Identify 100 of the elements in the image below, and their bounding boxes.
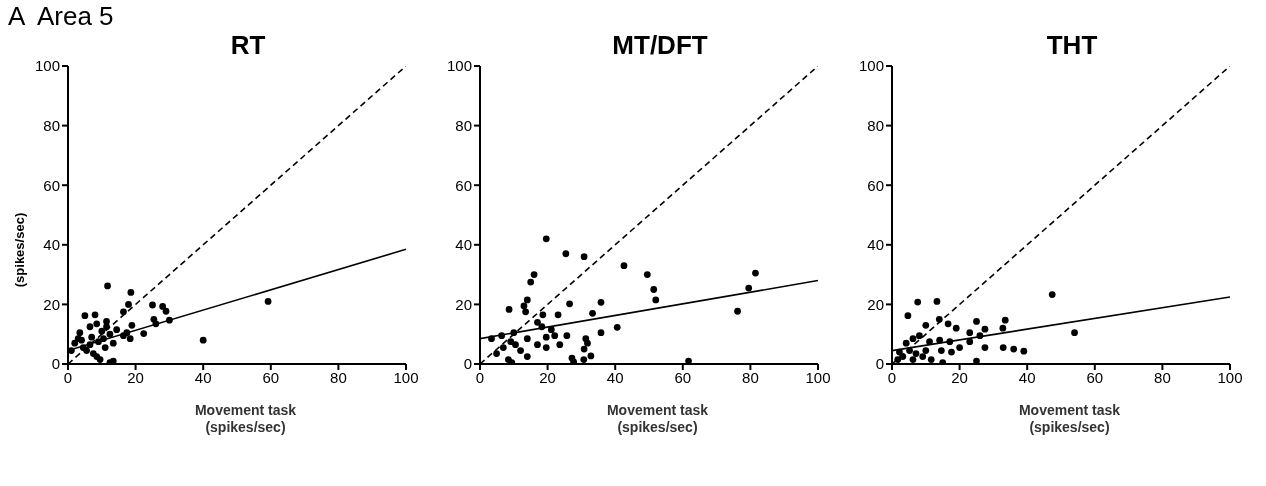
y-tick-label: 40 xyxy=(43,236,60,254)
text: A Area 5 xyxy=(8,1,114,31)
point xyxy=(126,335,134,343)
x-tick-label: 40 xyxy=(1018,368,1036,386)
y-tick-label: 80 xyxy=(43,116,60,134)
point xyxy=(580,345,588,353)
point xyxy=(74,335,82,343)
y-tick-label: 100 xyxy=(858,57,884,75)
y-tick-label: 40 xyxy=(867,236,884,254)
point xyxy=(101,344,109,351)
y-axis-title: (spikes/sec) xyxy=(12,211,27,290)
x-tick-label: 40 xyxy=(194,368,212,386)
x-axis-title: Movement task (spikes/sec) xyxy=(193,402,298,436)
y-tick-label: 100 xyxy=(446,57,472,75)
point xyxy=(894,356,902,363)
point xyxy=(547,326,555,334)
point xyxy=(584,339,591,347)
point xyxy=(109,339,117,347)
point xyxy=(652,296,660,304)
y-tick-label: 100 xyxy=(34,57,60,75)
point xyxy=(685,357,692,364)
point xyxy=(936,336,944,344)
point xyxy=(76,329,84,337)
point xyxy=(149,301,156,309)
point xyxy=(554,311,562,319)
point xyxy=(1001,316,1009,324)
point xyxy=(915,332,923,340)
x-axis-title: Movement task (spikes/sec) xyxy=(605,402,710,436)
point xyxy=(127,289,135,296)
point xyxy=(587,352,595,360)
point xyxy=(999,324,1007,332)
point xyxy=(752,269,759,277)
point xyxy=(106,330,114,338)
point xyxy=(973,357,980,364)
point xyxy=(952,324,960,332)
x-axis-title: Movement task (spikes/sec) xyxy=(1017,402,1122,436)
point xyxy=(534,341,541,349)
y-tick-label: 20 xyxy=(867,295,884,313)
point xyxy=(81,312,89,320)
point xyxy=(922,347,930,354)
x-tick-label: 80 xyxy=(742,368,759,386)
y-tick-label: 0 xyxy=(51,355,60,373)
point xyxy=(613,323,621,331)
point xyxy=(643,271,651,278)
y-tick-label: 40 xyxy=(455,236,472,254)
point xyxy=(919,353,927,360)
point xyxy=(909,356,917,363)
point xyxy=(1048,291,1056,298)
x-tick-label: 20 xyxy=(951,368,968,386)
y-tick-label: 0 xyxy=(463,355,472,373)
point xyxy=(566,300,573,308)
point xyxy=(542,344,550,351)
y-tick-label: 60 xyxy=(455,176,472,194)
point xyxy=(128,321,136,329)
point xyxy=(120,308,127,316)
point xyxy=(904,312,912,320)
point xyxy=(140,330,148,337)
point xyxy=(556,341,564,349)
point xyxy=(902,339,910,347)
y-tick-label: 20 xyxy=(455,295,472,313)
point xyxy=(981,344,989,351)
point xyxy=(734,307,741,315)
x-tick-label: 60 xyxy=(262,368,280,386)
point xyxy=(527,278,535,286)
x-tick-label: 100 xyxy=(1217,368,1243,386)
point xyxy=(912,350,920,357)
point xyxy=(264,298,272,305)
point xyxy=(563,332,571,340)
point xyxy=(113,326,121,334)
point xyxy=(973,318,980,325)
point xyxy=(1020,347,1028,355)
point xyxy=(523,335,531,343)
point xyxy=(927,356,935,363)
point xyxy=(493,350,500,357)
point xyxy=(1071,329,1078,337)
x-tick-label: 0 xyxy=(63,368,73,386)
point xyxy=(948,348,955,356)
point xyxy=(104,282,111,290)
point xyxy=(944,320,952,328)
point xyxy=(1010,345,1018,353)
point xyxy=(542,333,550,341)
point xyxy=(650,286,658,293)
point xyxy=(125,301,132,308)
point xyxy=(926,338,933,346)
point xyxy=(966,338,974,346)
point xyxy=(499,344,507,351)
point xyxy=(999,344,1007,351)
x-tick-label: 80 xyxy=(330,368,347,386)
point xyxy=(933,298,941,305)
point xyxy=(580,356,588,363)
point xyxy=(88,333,96,341)
point xyxy=(922,321,930,329)
x-tick-label: 100 xyxy=(393,368,419,386)
x-tick-label: 0 xyxy=(887,368,897,386)
point xyxy=(620,262,628,270)
point xyxy=(909,335,917,343)
point xyxy=(981,325,989,333)
point xyxy=(159,303,167,310)
point xyxy=(539,311,547,319)
y-tick-label: 60 xyxy=(43,176,60,194)
